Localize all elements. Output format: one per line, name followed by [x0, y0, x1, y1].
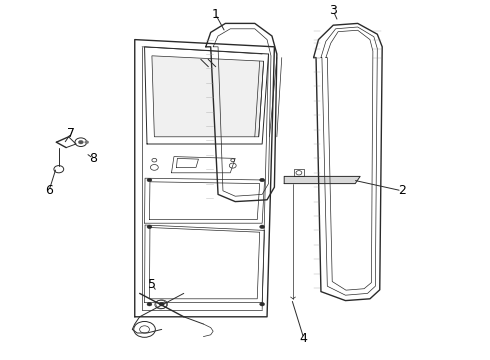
- Text: 3: 3: [329, 4, 337, 17]
- Circle shape: [147, 302, 152, 306]
- Circle shape: [147, 178, 152, 182]
- Polygon shape: [152, 56, 264, 137]
- Polygon shape: [284, 176, 360, 184]
- Circle shape: [260, 302, 265, 306]
- Circle shape: [260, 178, 265, 182]
- Circle shape: [78, 140, 83, 144]
- Circle shape: [260, 225, 265, 229]
- Text: 2: 2: [398, 184, 406, 197]
- Text: 7: 7: [67, 127, 75, 140]
- Text: 5: 5: [148, 278, 156, 291]
- Circle shape: [85, 141, 89, 144]
- Text: 8: 8: [89, 152, 97, 165]
- Text: 4: 4: [300, 332, 308, 345]
- Circle shape: [159, 302, 164, 306]
- Text: 1: 1: [212, 8, 220, 21]
- Circle shape: [147, 225, 152, 229]
- Text: 6: 6: [45, 184, 53, 197]
